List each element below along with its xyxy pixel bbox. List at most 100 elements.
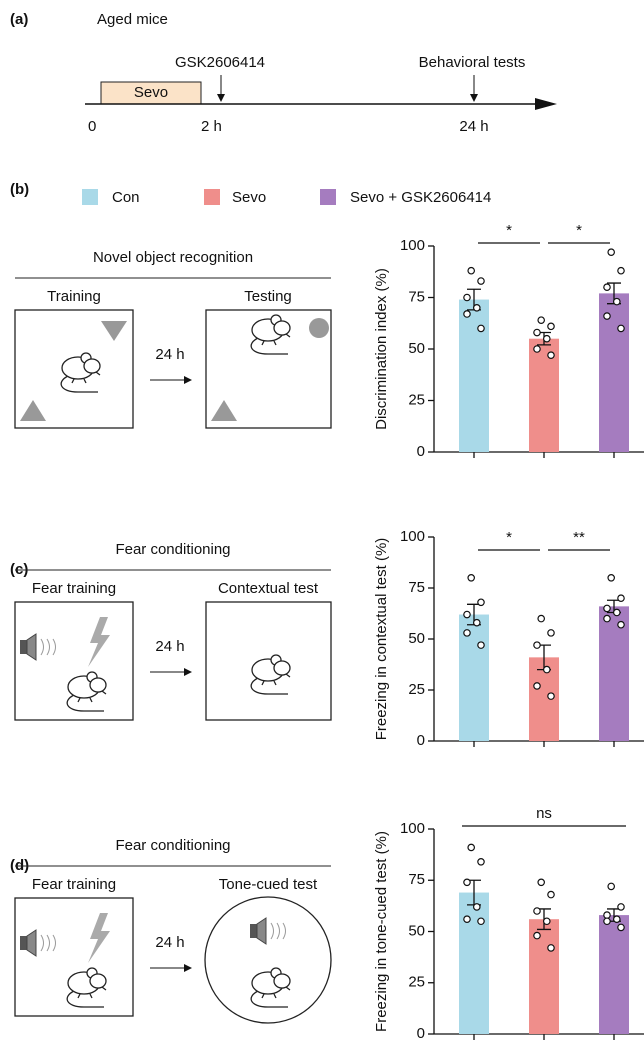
shock-icon (88, 913, 110, 963)
drug-label: GSK2606414 (175, 54, 265, 71)
mouse-head (90, 974, 106, 988)
mouse-head (274, 321, 290, 335)
panel-label: (b) (10, 181, 29, 198)
legend-swatch (320, 189, 336, 205)
y-tick-label: 75 (408, 579, 425, 596)
data-point (534, 683, 540, 689)
data-point (618, 595, 624, 601)
legend-swatch (204, 189, 220, 205)
mouse-head (274, 661, 290, 675)
speaker (250, 924, 257, 938)
mouse-head (274, 974, 290, 988)
speaker (20, 640, 27, 654)
mouse-icon (61, 353, 100, 392)
data-point (474, 305, 480, 311)
diagram-title: Novel object recognition (93, 249, 253, 266)
data-point (534, 642, 540, 648)
data-point (544, 666, 550, 672)
data-point (614, 916, 620, 922)
phase-label: Testing (244, 288, 292, 305)
diagram-title: Fear conditioning (115, 837, 230, 854)
sound-wave (41, 639, 44, 655)
mouse-icon (251, 968, 290, 1007)
arena (15, 898, 133, 1016)
tests-arrowhead (470, 94, 478, 102)
shock-icon (88, 617, 110, 667)
data-point (474, 904, 480, 910)
y-tick-label: 0 (417, 443, 425, 460)
data-point (478, 859, 484, 865)
diagram-title: Fear conditioning (115, 541, 230, 558)
data-point (618, 622, 624, 628)
phase-label: Training (47, 288, 101, 305)
significance-label: ** (573, 529, 585, 546)
object (309, 318, 329, 338)
significance-label: * (576, 222, 582, 239)
data-point (478, 278, 484, 284)
delay-label: 24 h (155, 638, 184, 655)
sound-wave (53, 639, 56, 655)
mouse-icon (251, 315, 290, 354)
data-point (548, 891, 554, 897)
y-tick-label: 50 (408, 340, 425, 357)
sound-wave (47, 935, 50, 951)
timeline-arrow (535, 98, 557, 110)
legend-label: Sevo (232, 189, 266, 206)
data-point (534, 932, 540, 938)
sound-wave (283, 923, 286, 939)
mouse-head (84, 359, 100, 373)
delay-label: 24 h (155, 934, 184, 951)
y-tick-label: 75 (408, 871, 425, 888)
data-point (618, 924, 624, 930)
significance-label: * (506, 222, 512, 239)
delay-arrowhead (184, 668, 192, 676)
data-point (468, 575, 474, 581)
y-tick-label: 50 (408, 630, 425, 647)
phase-label: Contextual test (218, 580, 319, 597)
data-point (548, 693, 554, 699)
speaker-cone (27, 634, 36, 660)
sound-wave (47, 639, 50, 655)
data-point (618, 904, 624, 910)
mouse-icon (67, 968, 106, 1007)
data-point (538, 317, 544, 323)
figure: (a) Aged mice Sevo GSK2606414 Behavioral… (0, 0, 644, 1059)
data-point (534, 329, 540, 335)
panel-label: (c) (10, 561, 28, 578)
data-point (604, 605, 610, 611)
object (101, 321, 127, 341)
panel-label: (a) (10, 11, 28, 28)
bar (459, 893, 489, 1034)
data-point (468, 844, 474, 850)
data-point (548, 323, 554, 329)
significance-label: ns (536, 805, 552, 822)
data-point (464, 916, 470, 922)
bar (599, 606, 629, 741)
data-point (464, 630, 470, 636)
drug-arrowhead (217, 94, 225, 102)
data-point (468, 268, 474, 274)
y-tick-label: 0 (417, 732, 425, 749)
phase-label: Tone-cued test (219, 876, 318, 893)
data-point (478, 599, 484, 605)
arena (205, 897, 331, 1023)
time-label: 0 (88, 118, 96, 135)
data-point (464, 611, 470, 617)
data-point (608, 883, 614, 889)
legend-swatch (82, 189, 98, 205)
panel-label: (d) (10, 857, 29, 874)
data-point (604, 918, 610, 924)
sound-wave (41, 935, 44, 951)
object (20, 400, 46, 421)
data-point (464, 311, 470, 317)
data-point (474, 619, 480, 625)
y-tick-label: 25 (408, 681, 425, 698)
delay-arrowhead (184, 964, 192, 972)
data-point (604, 912, 610, 918)
data-point (544, 336, 550, 342)
legend-label: Sevo + GSK2606414 (350, 189, 491, 206)
data-point (614, 298, 620, 304)
data-point (604, 313, 610, 319)
data-point (478, 325, 484, 331)
data-point (534, 346, 540, 352)
